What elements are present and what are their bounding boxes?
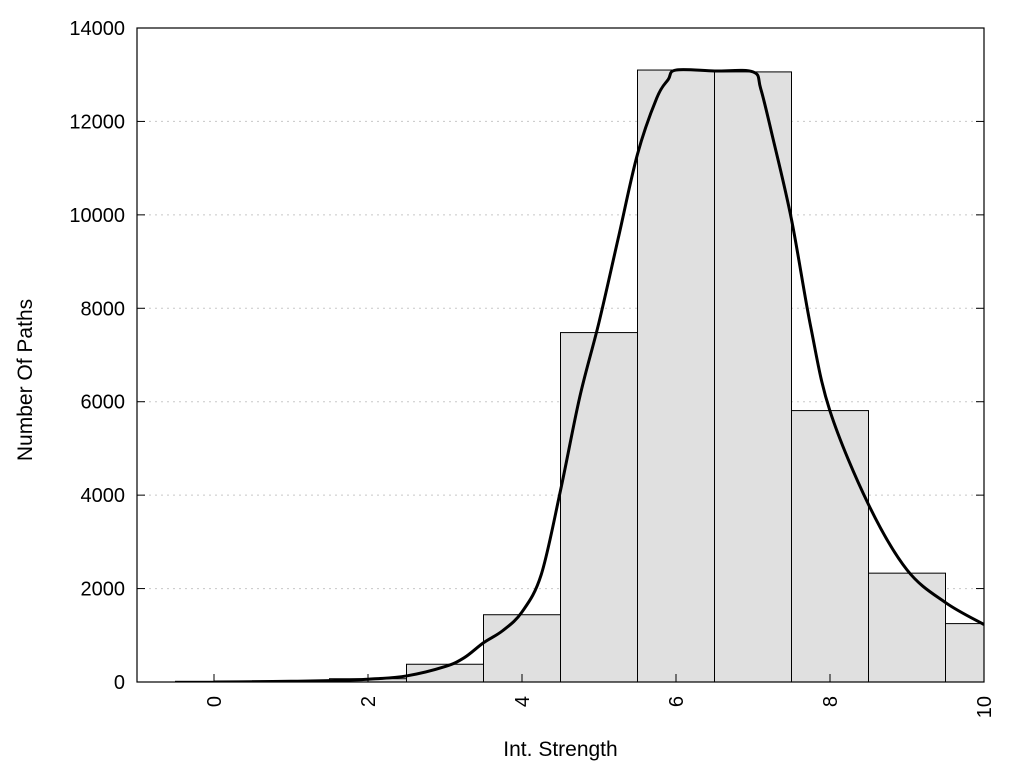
x-tick-label: 10 — [974, 696, 996, 718]
y-axis-label: Number Of Paths — [14, 299, 37, 461]
y-axis-ticks: 0 2000 4000 6000 8000 10000 12000 14000 — [69, 18, 984, 694]
y-tick-label: 8000 — [81, 298, 126, 320]
y-tick-label: 10000 — [69, 205, 125, 227]
histogram-bar — [945, 623, 984, 682]
x-tick-label: 6 — [666, 696, 688, 707]
x-axis-label: Int. Strength — [503, 738, 617, 761]
histogram-bar — [868, 572, 946, 682]
y-tick-label: 2000 — [81, 579, 126, 601]
histogram-bars — [175, 69, 984, 682]
fit-curve — [213, 68, 984, 682]
histogram-bar — [483, 614, 561, 682]
fit-curve-layer — [213, 68, 984, 682]
plot-frame — [136, 27, 985, 683]
y-tick-label: 0 — [114, 672, 125, 694]
y-tick-label: 6000 — [81, 392, 126, 414]
x-tick-label: 4 — [512, 696, 534, 707]
x-tick-label: 2 — [358, 696, 380, 707]
histogram-bar — [791, 410, 869, 682]
histogram-bar — [637, 69, 715, 682]
y-tick-label: 4000 — [81, 485, 126, 507]
histogram-bar — [560, 332, 638, 682]
y-tick-label: 14000 — [69, 18, 125, 40]
y-tick-label: 12000 — [69, 111, 125, 133]
x-axis-ticks: 0 2 4 6 8 10 — [204, 674, 996, 718]
x-tick-label: 0 — [204, 696, 226, 707]
x-tick-label: 8 — [820, 696, 842, 707]
